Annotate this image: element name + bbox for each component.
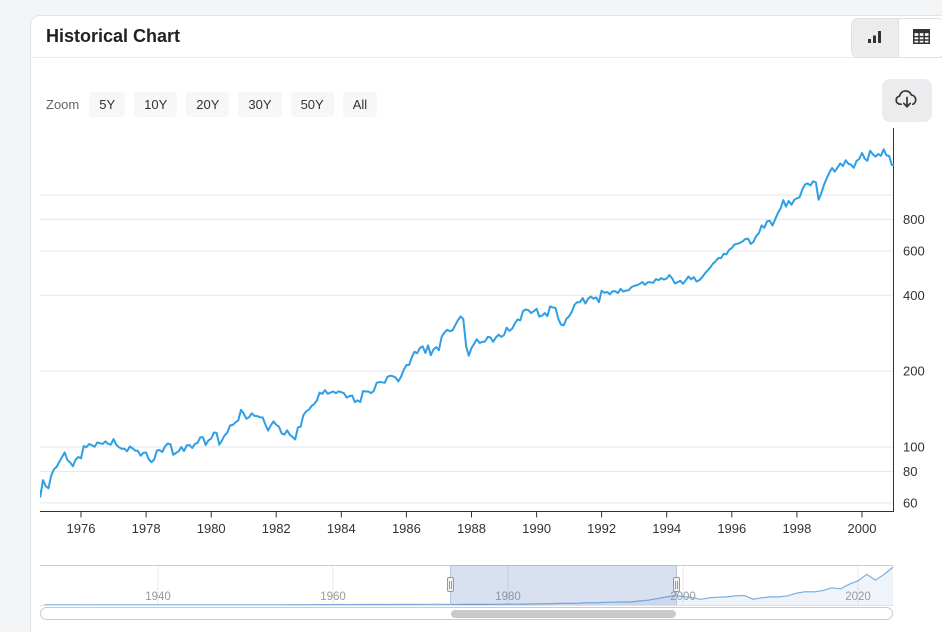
zoom-10y-button[interactable]: 10Y [134, 92, 178, 117]
handle-grip-icon [675, 580, 678, 589]
plot-area[interactable] [40, 128, 893, 511]
handle-grip-icon [449, 580, 452, 589]
bar-chart-icon [866, 29, 884, 48]
table-view-button[interactable] [898, 19, 942, 57]
navigator-left-handle[interactable] [447, 577, 454, 592]
zoom-label: Zoom [46, 97, 80, 112]
table-icon [912, 28, 931, 48]
zoom-20y-button[interactable]: 20Y [186, 92, 230, 117]
zoom-all-button[interactable]: All [342, 92, 378, 117]
download-button[interactable] [882, 79, 932, 122]
range-selector: Zoom 5Y 10Y 20Y 30Y 50Y All [46, 92, 378, 117]
scrollbar-thumb[interactable] [451, 610, 676, 618]
navigator-right-handle[interactable] [673, 577, 680, 592]
zoom-30y-button[interactable]: 30Y [238, 92, 282, 117]
cloud-download-icon [894, 88, 920, 113]
zoom-50y-button[interactable]: 50Y [290, 92, 334, 117]
chart-view-button[interactable] [852, 19, 898, 57]
zoom-5y-button[interactable]: 5Y [89, 92, 126, 117]
view-toggle-group [851, 18, 942, 58]
page-title: Historical Chart [46, 26, 181, 46]
card-header: Historical Chart [31, 16, 942, 58]
navigator-selected-range[interactable] [450, 565, 677, 605]
